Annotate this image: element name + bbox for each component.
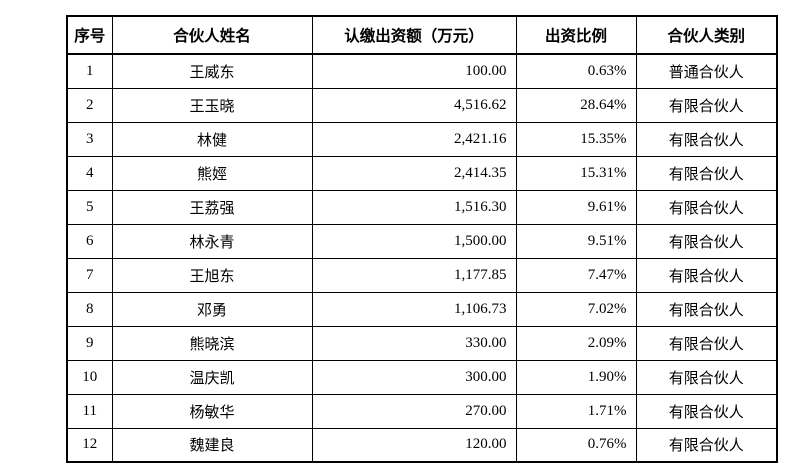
table-header: 序号 合伙人姓名 认缴出资额（万元） 出资比例 合伙人类别	[66, 15, 778, 55]
cell-index: 7	[66, 257, 113, 293]
cell-ratio: 28.64%	[515, 87, 637, 123]
cell-partner-name: 杨敏华	[111, 393, 313, 429]
cell-amount: 300.00	[311, 359, 517, 395]
cell-partner-type: 有限合伙人	[635, 87, 778, 123]
cell-ratio: 0.76%	[515, 427, 637, 463]
cell-partner-name: 熊晓滨	[111, 325, 313, 361]
header-cell-partner-name: 合伙人姓名	[111, 15, 313, 55]
header-row: 序号 合伙人姓名 认缴出资额（万元） 出资比例 合伙人类别	[66, 15, 778, 55]
cell-amount: 2,414.35	[311, 155, 517, 191]
cell-partner-type: 有限合伙人	[635, 155, 778, 191]
header-cell-index: 序号	[66, 15, 113, 55]
cell-partner-type: 有限合伙人	[635, 325, 778, 361]
cell-partner-name: 林永青	[111, 223, 313, 259]
table-row: 12 魏建良 120.00 0.76% 有限合伙人	[66, 427, 778, 463]
cell-index: 10	[66, 359, 113, 395]
cell-partner-type: 有限合伙人	[635, 291, 778, 327]
cell-ratio: 7.47%	[515, 257, 637, 293]
cell-ratio: 9.51%	[515, 223, 637, 259]
table-row: 4 熊娙 2,414.35 15.31% 有限合伙人	[66, 155, 778, 191]
cell-partner-type: 有限合伙人	[635, 223, 778, 259]
header-cell-ratio: 出资比例	[515, 15, 637, 55]
table-row: 8 邓勇 1,106.73 7.02% 有限合伙人	[66, 291, 778, 327]
table-row: 2 王玉晓 4,516.62 28.64% 有限合伙人	[66, 87, 778, 123]
cell-index: 8	[66, 291, 113, 327]
cell-index: 2	[66, 87, 113, 123]
cell-index: 5	[66, 189, 113, 225]
cell-amount: 4,516.62	[311, 87, 517, 123]
cell-partner-type: 有限合伙人	[635, 427, 778, 463]
cell-partner-name: 林健	[111, 121, 313, 157]
cell-partner-type: 有限合伙人	[635, 189, 778, 225]
cell-index: 1	[66, 53, 113, 89]
cell-partner-type: 普通合伙人	[635, 53, 778, 89]
cell-partner-type: 有限合伙人	[635, 121, 778, 157]
cell-partner-type: 有限合伙人	[635, 393, 778, 429]
table-row: 3 林健 2,421.16 15.35% 有限合伙人	[66, 121, 778, 157]
header-cell-partner-type: 合伙人类别	[635, 15, 778, 55]
table-row: 5 王荔强 1,516.30 9.61% 有限合伙人	[66, 189, 778, 225]
table-row: 10 温庆凯 300.00 1.90% 有限合伙人	[66, 359, 778, 395]
cell-ratio: 1.90%	[515, 359, 637, 395]
cell-ratio: 0.63%	[515, 53, 637, 89]
cell-partner-name: 王威东	[111, 53, 313, 89]
cell-amount: 120.00	[311, 427, 517, 463]
cell-amount: 270.00	[311, 393, 517, 429]
cell-partner-name: 王玉晓	[111, 87, 313, 123]
cell-ratio: 15.31%	[515, 155, 637, 191]
cell-partner-type: 有限合伙人	[635, 359, 778, 395]
cell-ratio: 15.35%	[515, 121, 637, 157]
cell-ratio: 7.02%	[515, 291, 637, 327]
table-row: 1 王威东 100.00 0.63% 普通合伙人	[66, 53, 778, 89]
table-row: 6 林永青 1,500.00 9.51% 有限合伙人	[66, 223, 778, 259]
table-body: 1 王威东 100.00 0.63% 普通合伙人 2 王玉晓 4,516.62 28.64% 有限…	[66, 53, 778, 463]
table-row: 9 熊晓滨 330.00 2.09% 有限合伙人	[66, 325, 778, 361]
cell-ratio: 9.61%	[515, 189, 637, 225]
cell-ratio: 2.09%	[515, 325, 637, 361]
header-cell-amount: 认缴出资额（万元）	[311, 15, 517, 55]
cell-amount: 2,421.16	[311, 121, 517, 157]
cell-amount: 1,500.00	[311, 223, 517, 259]
cell-amount: 100.00	[311, 53, 517, 89]
cell-amount: 1,106.73	[311, 291, 517, 327]
cell-index: 9	[66, 325, 113, 361]
cell-amount: 330.00	[311, 325, 517, 361]
cell-index: 11	[66, 393, 113, 429]
cell-partner-name: 温庆凯	[111, 359, 313, 395]
cell-partner-type: 有限合伙人	[635, 257, 778, 293]
cell-index: 6	[66, 223, 113, 259]
cell-partner-name: 王荔强	[111, 189, 313, 225]
cell-ratio: 1.71%	[515, 393, 637, 429]
table-row: 7 王旭东 1,177.85 7.47% 有限合伙人	[66, 257, 778, 293]
cell-index: 12	[66, 427, 113, 463]
cell-index: 3	[66, 121, 113, 157]
cell-partner-name: 熊娙	[111, 155, 313, 191]
cell-amount: 1,516.30	[311, 189, 517, 225]
cell-partner-name: 魏建良	[111, 427, 313, 463]
cell-partner-name: 王旭东	[111, 257, 313, 293]
cell-partner-name: 邓勇	[111, 291, 313, 327]
cell-amount: 1,177.85	[311, 257, 517, 293]
partners-table: 序号 合伙人姓名 认缴出资额（万元） 出资比例 合伙人类别 1 王威东 100.00…	[66, 15, 778, 463]
table-row: 11 杨敏华 270.00 1.71% 有限合伙人	[66, 393, 778, 429]
cell-index: 4	[66, 155, 113, 191]
